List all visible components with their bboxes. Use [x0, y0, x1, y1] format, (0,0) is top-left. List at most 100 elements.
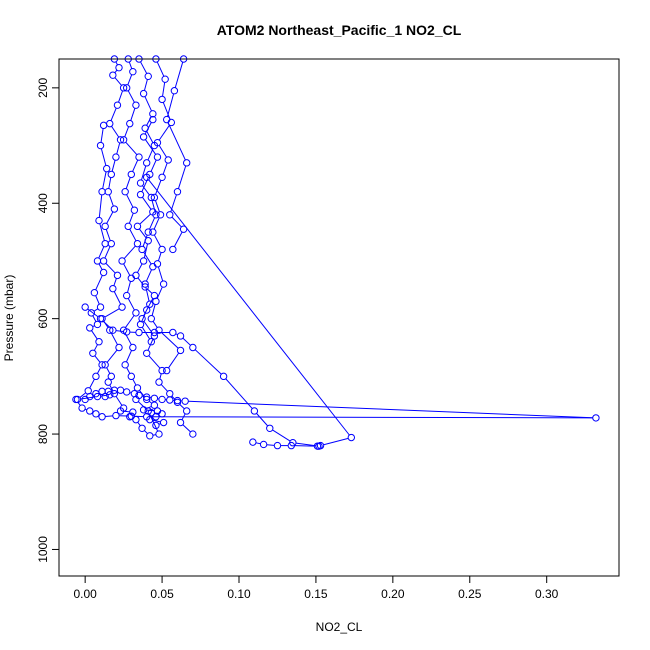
y-axis: 200 400 600 800 1000 — [36, 78, 60, 563]
series-segment — [182, 424, 191, 433]
series-segment — [94, 355, 101, 363]
data-point — [166, 389, 174, 398]
data-point — [78, 404, 86, 412]
data-point — [169, 328, 177, 337]
series-segment — [127, 74, 133, 86]
data-point — [149, 263, 157, 271]
y-axis-label: Pressure (mbar) — [2, 275, 16, 362]
data-point — [115, 63, 123, 72]
series-segment — [109, 384, 114, 392]
series-segment — [177, 165, 187, 189]
series-segment — [95, 275, 103, 290]
series-segment — [272, 429, 291, 442]
series-segment — [140, 165, 147, 181]
series-segment — [96, 367, 102, 374]
series-segment — [128, 212, 134, 224]
series-segment — [139, 213, 151, 225]
data-point — [179, 225, 188, 233]
series-segment — [141, 312, 146, 322]
x-tick-label: 0.30 — [535, 587, 559, 601]
data-point — [141, 283, 149, 291]
data-point — [104, 378, 112, 386]
data-point — [98, 387, 106, 396]
series-segment — [137, 421, 141, 426]
data-point — [110, 389, 119, 398]
data-point — [119, 136, 128, 144]
series-segment — [173, 231, 183, 247]
data-point — [219, 372, 228, 381]
series-segment — [146, 406, 152, 410]
series-segment — [100, 128, 104, 143]
series-segment — [130, 108, 136, 121]
series-segment — [145, 139, 157, 155]
data-point — [144, 237, 152, 245]
data-point — [155, 430, 163, 438]
series-segment — [168, 352, 180, 369]
series-segment — [108, 194, 114, 207]
data-point — [106, 119, 114, 128]
series-segment — [156, 286, 163, 299]
data-point — [164, 156, 172, 164]
data-point — [135, 153, 143, 161]
series-segment — [126, 194, 134, 208]
data-point — [81, 303, 89, 311]
data-point — [106, 391, 114, 399]
data-point — [132, 271, 140, 280]
data-point — [142, 349, 151, 357]
data-point — [287, 441, 296, 450]
series-6 — [73, 121, 114, 404]
series-segment — [149, 416, 593, 419]
data-point — [116, 386, 125, 394]
series-segment — [125, 315, 135, 328]
series-segment — [157, 266, 164, 282]
data-point — [139, 89, 148, 98]
data-point — [109, 71, 117, 79]
series-segment — [100, 148, 107, 166]
data-point — [96, 303, 105, 311]
series-segment — [125, 350, 133, 363]
series-segment — [132, 378, 137, 386]
x-tick-label: 0.10 — [227, 587, 251, 601]
data-point — [129, 408, 137, 416]
series-segment — [143, 79, 148, 91]
data-point — [124, 222, 132, 231]
series-segment — [141, 326, 151, 340]
data-point — [273, 441, 282, 450]
data-point — [139, 133, 148, 141]
data-point — [176, 346, 185, 355]
series-segment — [149, 217, 156, 230]
series-segment — [92, 315, 97, 322]
data-point — [316, 441, 325, 450]
data-point — [189, 430, 197, 438]
series-segment — [146, 409, 155, 412]
data-point — [150, 328, 159, 337]
series-segment — [105, 262, 116, 274]
data-point — [127, 372, 136, 381]
series-segment — [141, 177, 149, 192]
series-segment — [144, 122, 152, 135]
series-segment — [146, 116, 152, 126]
data-point — [162, 366, 171, 375]
data-point — [153, 153, 162, 161]
data-point — [102, 164, 111, 173]
series-segment — [162, 162, 168, 175]
x-tick-label: 0.20 — [381, 587, 405, 601]
series-segment — [118, 90, 124, 103]
series-segment — [116, 142, 121, 155]
data-point — [122, 328, 131, 336]
series-segment — [152, 321, 158, 328]
data-point — [132, 101, 140, 109]
series-segment — [93, 344, 98, 351]
data-point — [101, 222, 109, 231]
series-segment — [125, 177, 131, 189]
series-segment — [128, 61, 133, 69]
series-segment — [132, 159, 139, 172]
series-segment — [93, 308, 99, 312]
data-point — [142, 306, 151, 314]
series-segment — [158, 124, 170, 141]
data-point — [118, 303, 126, 311]
series-segment — [167, 122, 186, 161]
y-tick-label: 400 — [36, 193, 50, 213]
data-point — [144, 72, 152, 81]
